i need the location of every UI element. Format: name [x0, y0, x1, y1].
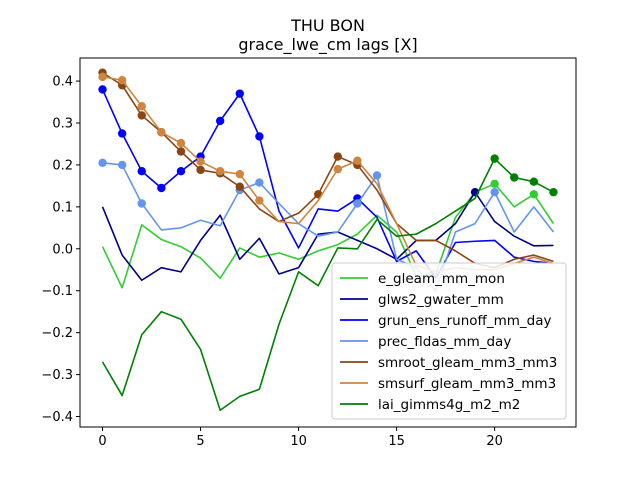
x-tick-label: 5	[196, 434, 204, 449]
x-tick-label: 20	[486, 434, 503, 449]
legend: e_gleam_mm_mon glws2_gwater_mm grun_ens_ru…	[331, 262, 567, 420]
series-marker-lai_gimms4g_m2_m2	[510, 173, 519, 182]
series-marker-e_gleam_mm_mon	[529, 190, 539, 199]
legend-label-smsurf_gleam_mm3_mm3: smsurf_gleam_mm3_mm3	[378, 376, 556, 392]
series-marker-smsurf_gleam_mm3_mm3	[176, 138, 186, 148]
series-marker-smsurf_gleam_mm3_mm3	[157, 128, 166, 137]
series-marker-prec_fldas_mm_day	[490, 187, 499, 197]
series-marker-smsurf_gleam_mm3_mm3	[235, 169, 244, 179]
series-marker-grun_ens_runoff_mm_day	[255, 132, 264, 141]
series-marker-prec_fldas_mm_day	[372, 171, 382, 180]
legend-label-lai_gimms4g_m2_m2: lai_gimms4g_m2_m2	[378, 397, 520, 413]
y-tick-label: −0.3	[41, 368, 73, 383]
series-marker-smsurf_gleam_mm3_mm3	[117, 76, 127, 85]
series-marker-grun_ens_runoff_mm_day	[137, 167, 146, 176]
series-marker-grun_ens_runoff_mm_day	[157, 183, 166, 193]
chart-subtitle: grace_lwe_cm lags [X]	[238, 35, 417, 55]
series-marker-grun_ens_runoff_mm_day	[117, 129, 127, 138]
x-tick-label: 0	[98, 434, 106, 449]
series-marker-smsurf_gleam_mm3_mm3	[333, 164, 343, 174]
series-marker-prec_fldas_mm_day	[353, 199, 362, 208]
series-marker-prec_fldas_mm_day	[137, 199, 146, 208]
series-line-prec_fldas_mm_day	[102, 162, 555, 292]
y-tick-label: 0.4	[52, 75, 73, 90]
y-tick-label: 0.3	[52, 116, 73, 131]
y-tick-label: 0.0	[52, 242, 73, 257]
legend-label-prec_fldas_mm_day: prec_fldas_mm_day	[378, 334, 511, 350]
series-marker-prec_fldas_mm_day	[117, 160, 127, 170]
series-marker-smsurf_gleam_mm3_mm3	[98, 72, 107, 82]
axes: 0 5 10 15 20 −0.4 −0.3 −0.2 −0.1 0.0 0.1 0.2 0.3 0.4	[41, 57, 577, 449]
legend-label-glws2_gwater_mm: glws2_gwater_mm	[378, 292, 504, 308]
series-marker-smroot_gleam_mm3_mm3	[333, 152, 343, 161]
series-marker-smroot_gleam_mm3_mm3	[196, 165, 205, 175]
chart-title: THU BON	[290, 16, 365, 35]
series-marker-grun_ens_runoff_mm_day	[235, 89, 244, 98]
y-tick-label: −0.2	[41, 326, 73, 341]
series-marker-smroot_gleam_mm3_mm3	[235, 182, 244, 191]
series-marker-smsurf_gleam_mm3_mm3	[353, 156, 362, 165]
axes-frame	[79, 57, 577, 428]
legend-box	[331, 262, 567, 420]
x-tick-label: 15	[388, 434, 405, 449]
series-marker-smroot_gleam_mm3_mm3	[137, 111, 146, 120]
series-line-glws2_gwater_mm	[101, 191, 554, 282]
series-group	[98, 68, 558, 412]
y-tick-label: 0.1	[52, 200, 73, 215]
legend-label-smroot_gleam_mm3_mm3: smroot_gleam_mm3_mm3	[378, 355, 557, 371]
plot-area	[98, 68, 558, 412]
y-tick-label: −0.1	[41, 284, 73, 299]
series-marker-smroot_gleam_mm3_mm3	[176, 147, 186, 156]
series-marker-smsurf_gleam_mm3_mm3	[255, 196, 264, 205]
series-marker-lai_gimms4g_m2_m2	[490, 154, 499, 163]
series-marker-lai_gimms4g_m2_m2	[549, 187, 558, 197]
series-marker-grun_ens_runoff_mm_day	[98, 85, 107, 94]
series-marker-lai_gimms4g_m2_m2	[529, 177, 539, 186]
x-tick-label: 10	[290, 434, 307, 449]
series-marker-smsurf_gleam_mm3_mm3	[196, 157, 205, 166]
series-marker-grun_ens_runoff_mm_day	[176, 167, 186, 176]
series-line-lai_gimms4g_m2_m2	[101, 157, 554, 412]
y-tick-label: 0.2	[52, 158, 73, 173]
series-marker-prec_fldas_mm_day	[255, 178, 264, 187]
series-marker-smsurf_gleam_mm3_mm3	[215, 167, 225, 176]
series-line-grun_ens_runoff_mm_day	[101, 89, 554, 279]
series-marker-smsurf_gleam_mm3_mm3	[137, 102, 146, 111]
y-tick-label: −0.4	[41, 410, 73, 425]
series-marker-prec_fldas_mm_day	[98, 158, 107, 168]
legend-label-e_gleam_mm_mon: e_gleam_mm_mon	[378, 271, 505, 287]
series-marker-grun_ens_runoff_mm_day	[215, 116, 225, 126]
legend-label-grun_ens_runoff_mm_day: grun_ens_runoff_mm_day	[378, 313, 551, 329]
series-marker-e_gleam_mm_mon	[490, 179, 499, 188]
